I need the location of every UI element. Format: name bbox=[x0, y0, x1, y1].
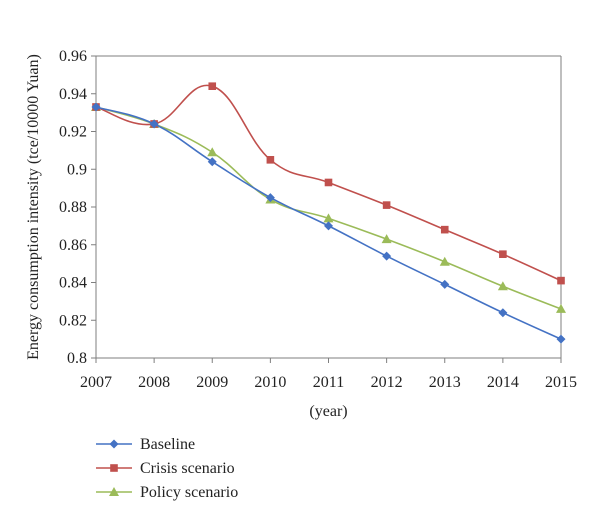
data-point bbox=[439, 256, 450, 266]
data-point bbox=[91, 102, 101, 112]
y-tick-label: 0.86 bbox=[59, 237, 87, 254]
legend-marker bbox=[109, 439, 119, 449]
legend-label: Policy scenario bbox=[140, 484, 238, 501]
data-point bbox=[324, 178, 333, 187]
legend-item: Policy scenario bbox=[96, 484, 238, 501]
y-axis-title: Energy consumption intensity (tce/10000 … bbox=[25, 54, 42, 360]
data-point bbox=[556, 334, 566, 344]
y-tick-label: 0.82 bbox=[59, 312, 87, 329]
legend-marker bbox=[109, 487, 119, 496]
x-tick-label: 2012 bbox=[371, 374, 403, 391]
x-axis-title: (year) bbox=[309, 403, 347, 420]
legend: Baseline Crisis scenario Policy scenario bbox=[96, 436, 238, 501]
data-point bbox=[323, 213, 334, 223]
y-tick-label: 0.84 bbox=[59, 275, 87, 292]
x-tick-label: 2015 bbox=[545, 374, 577, 391]
y-tick-label: 0.9 bbox=[67, 161, 87, 178]
data-point bbox=[208, 82, 217, 90]
series-line bbox=[95, 84, 562, 282]
y-tick-label: 0.96 bbox=[59, 48, 87, 65]
x-tick-label: 2009 bbox=[196, 374, 228, 391]
series-baseline bbox=[91, 102, 566, 344]
x-tick-label: 2014 bbox=[487, 374, 519, 391]
legend-item: Baseline bbox=[96, 436, 195, 453]
series-layer bbox=[91, 82, 566, 344]
data-point bbox=[497, 281, 508, 291]
data-point bbox=[382, 201, 391, 209]
y-axis: 0.8 0.82 0.84 0.86 0.88 0.9 0.92 0.94 0.96 bbox=[59, 48, 96, 367]
data-point bbox=[440, 225, 449, 234]
data-point bbox=[324, 221, 333, 231]
series-policy-scenario bbox=[91, 101, 566, 313]
legend-marker bbox=[110, 464, 118, 472]
data-point bbox=[382, 251, 392, 261]
legend-item: Crisis scenario bbox=[96, 460, 235, 477]
y-tick-label: 0.94 bbox=[59, 86, 87, 103]
y-tick-label: 0.88 bbox=[59, 199, 87, 216]
legend-label: Baseline bbox=[140, 436, 195, 453]
x-tick-label: 2011 bbox=[313, 374, 344, 391]
y-tick-label: 0.8 bbox=[67, 350, 87, 367]
data-point bbox=[557, 276, 565, 285]
series-line bbox=[95, 106, 562, 310]
legend-label: Crisis scenario bbox=[140, 460, 235, 477]
x-tick-label: 2013 bbox=[429, 374, 461, 391]
data-point bbox=[265, 193, 275, 203]
data-point bbox=[440, 279, 450, 289]
series-crisis-scenario bbox=[92, 82, 565, 285]
x-tick-label: 2010 bbox=[254, 374, 286, 391]
x-tick-label: 2007 bbox=[80, 374, 112, 391]
data-point bbox=[381, 234, 392, 244]
plot-frame bbox=[95, 55, 562, 359]
x-tick-label: 2008 bbox=[138, 374, 170, 391]
data-point bbox=[498, 308, 508, 318]
data-point bbox=[207, 157, 217, 167]
data-point bbox=[149, 119, 159, 129]
data-point bbox=[207, 147, 218, 157]
data-point bbox=[499, 250, 507, 258]
y-tick-label: 0.92 bbox=[59, 124, 87, 141]
data-point bbox=[556, 303, 566, 313]
data-point bbox=[266, 156, 275, 164]
x-axis: 2007 2008 2009 2010 2011 2012 2013 2014 2015 bbox=[80, 358, 577, 391]
